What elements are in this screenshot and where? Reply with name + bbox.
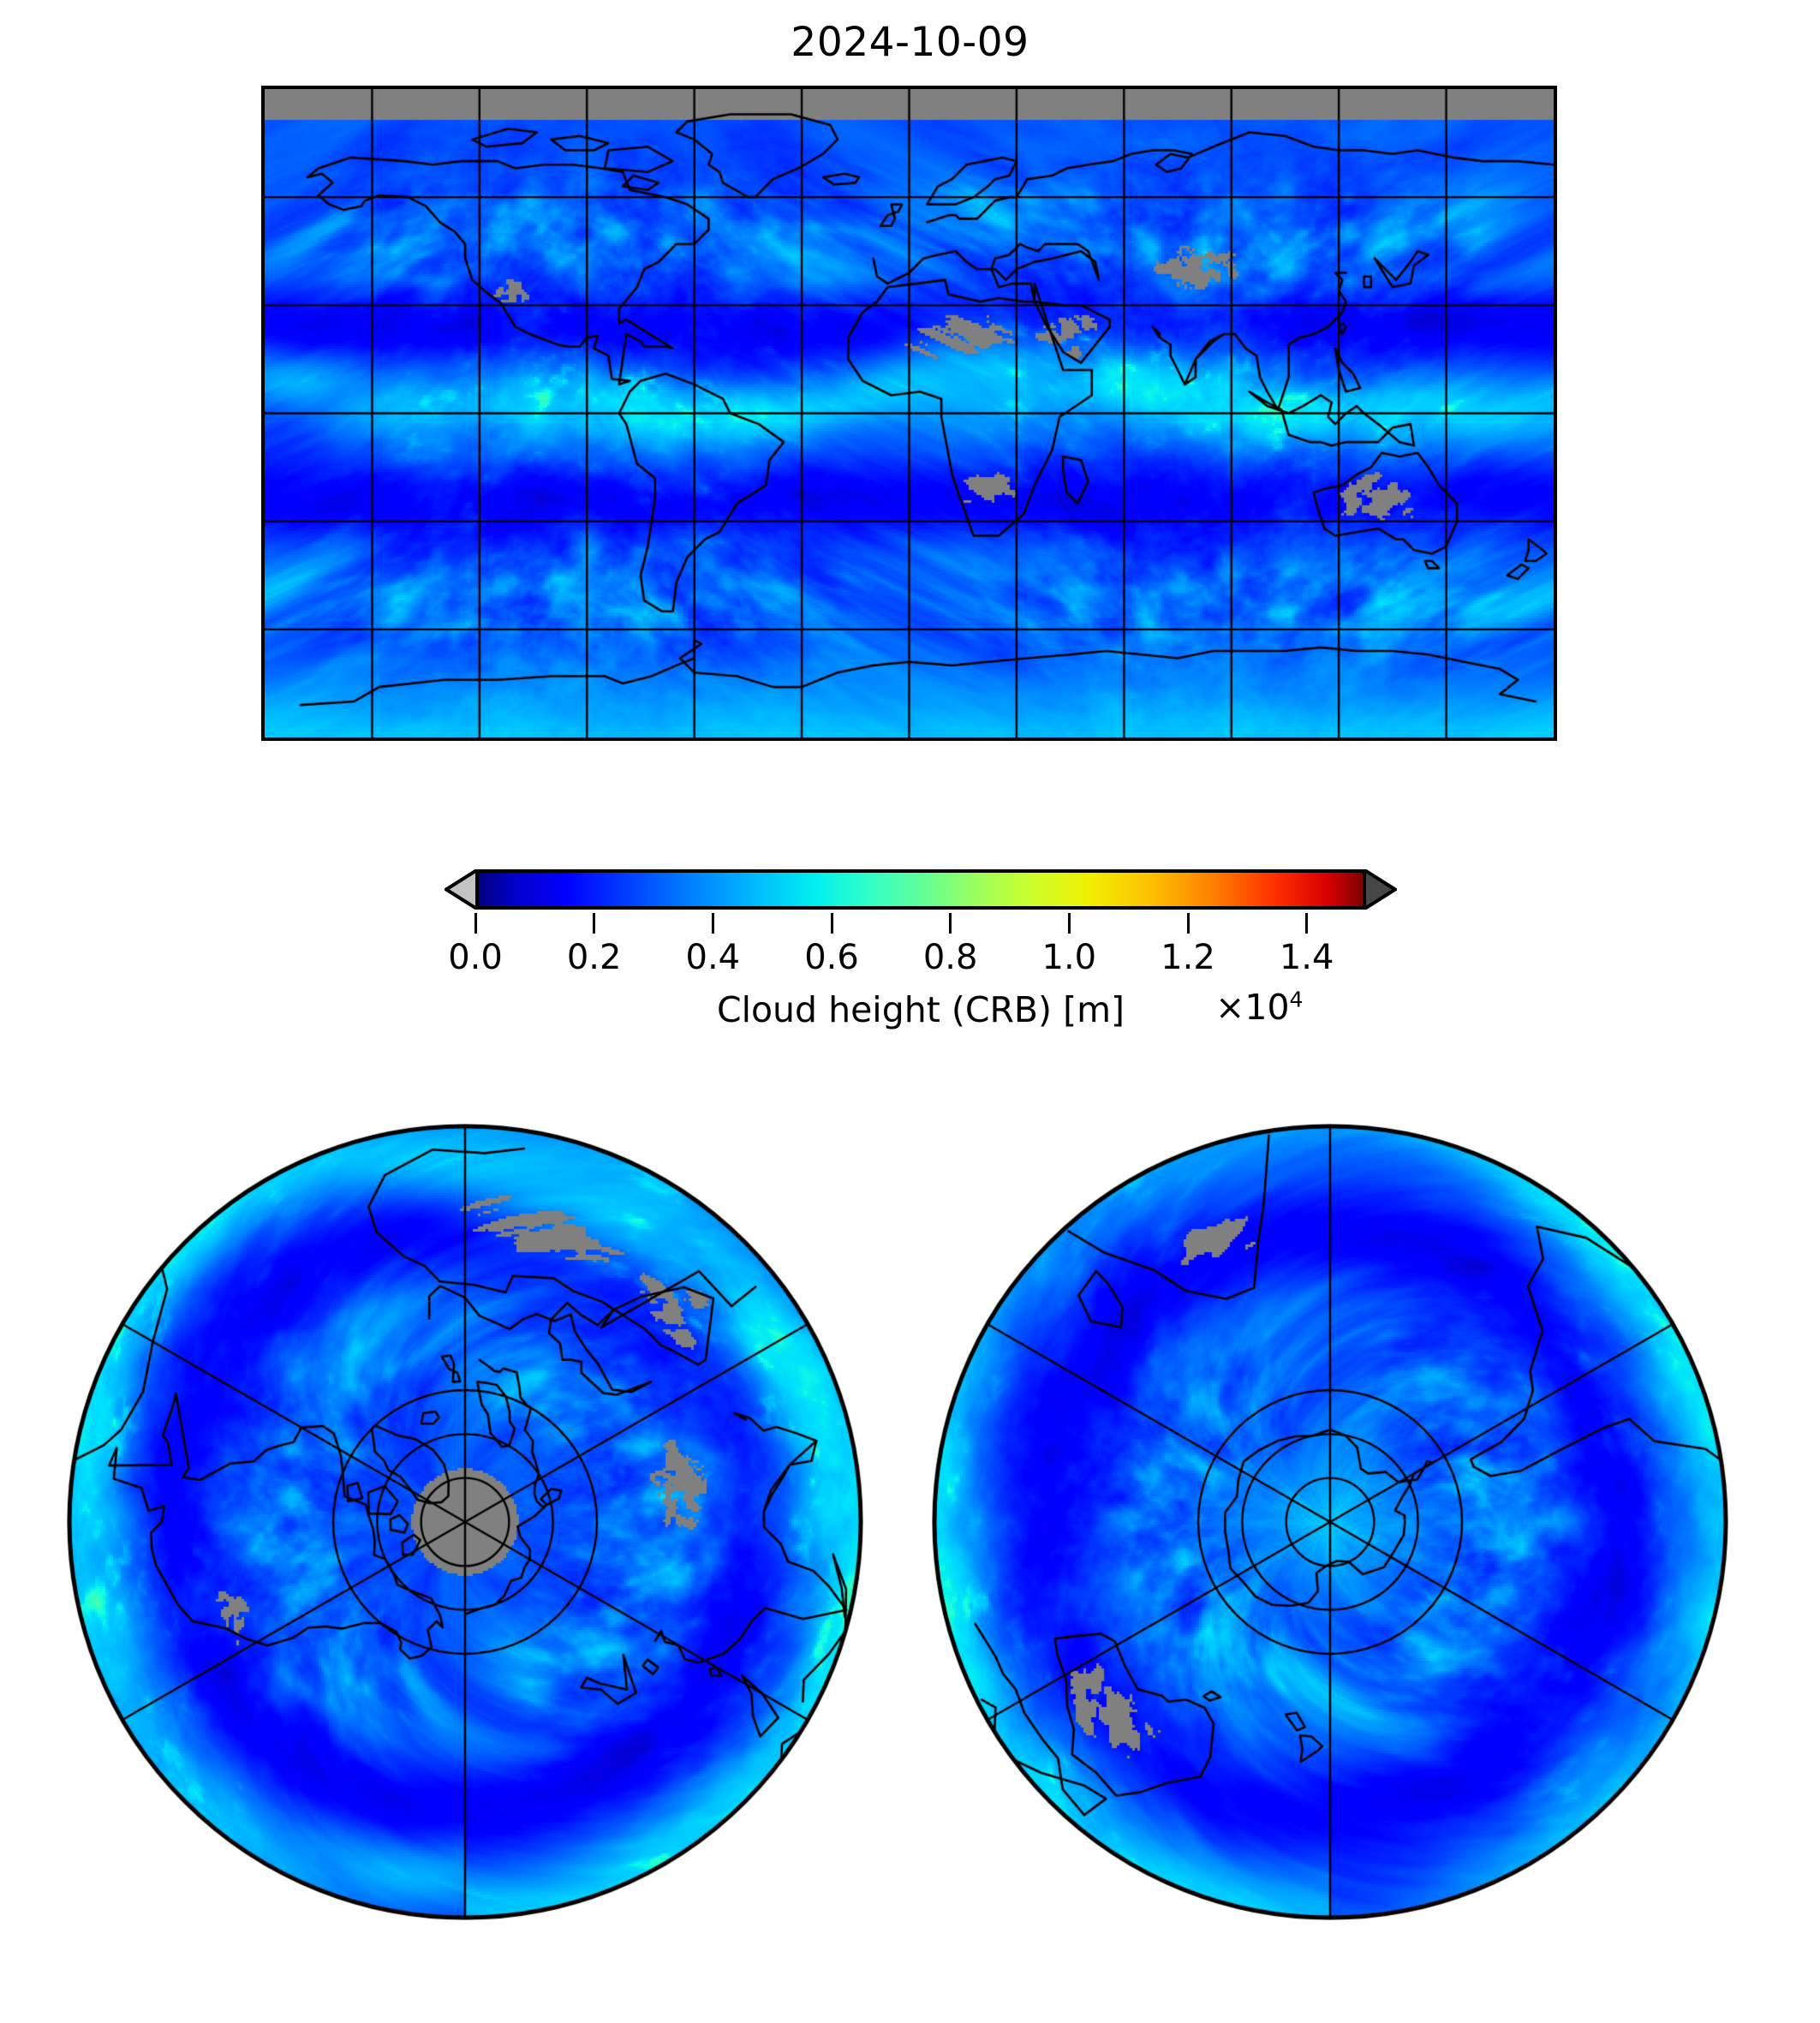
colorbar-axis-label: Cloud height (CRB) [m] bbox=[716, 989, 1125, 1030]
colorbar-offset-mantissa: ×10 bbox=[1215, 987, 1290, 1028]
figure-title: 2024-10-09 bbox=[791, 19, 1029, 66]
colorbar-tick bbox=[1305, 913, 1309, 934]
colorbar-tick bbox=[949, 913, 952, 934]
antarctic-map-image bbox=[932, 1124, 1728, 1920]
arctic-map-image bbox=[67, 1124, 863, 1920]
colorbar-tick bbox=[830, 913, 833, 934]
colorbar-region: 0.0 0.2 0.4 0.6 0.8 1.0 1.2 1.4 Cloud height (C… bbox=[0, 865, 1820, 1045]
colorbar-gradient bbox=[475, 869, 1366, 910]
colorbar-tick bbox=[474, 913, 477, 934]
colorbar-tick bbox=[1067, 913, 1071, 934]
colorbar-tick-label: 1.4 bbox=[1279, 938, 1334, 977]
colorbar-tick-label: 1.0 bbox=[1041, 938, 1097, 977]
colorbar-tick-label: 0.8 bbox=[922, 938, 978, 977]
arctic-map-panel[interactable] bbox=[67, 1124, 863, 1920]
colorbar-tick bbox=[593, 913, 596, 934]
colorbar-offset-exponent: 4 bbox=[1289, 987, 1304, 1012]
global-map-image bbox=[265, 89, 1554, 737]
colorbar-tick-label: 0.0 bbox=[448, 938, 503, 977]
global-map-panel[interactable] bbox=[261, 86, 1557, 741]
colorbar-tick bbox=[711, 913, 714, 934]
colorbar-tick bbox=[1186, 913, 1190, 934]
colorbar-tick-label: 0.4 bbox=[685, 938, 741, 977]
colorbar[interactable]: 0.0 0.2 0.4 0.6 0.8 1.0 1.2 1.4 Cloud height (C… bbox=[445, 865, 1397, 1045]
colorbar-tick-label: 0.6 bbox=[804, 938, 859, 977]
antarctic-map-panel[interactable] bbox=[932, 1124, 1728, 1920]
colorbar-tick-label: 0.2 bbox=[566, 938, 622, 977]
colorbar-offset-label: ×104 bbox=[1215, 987, 1421, 1028]
colorbar-tick-label: 1.2 bbox=[1161, 938, 1215, 977]
